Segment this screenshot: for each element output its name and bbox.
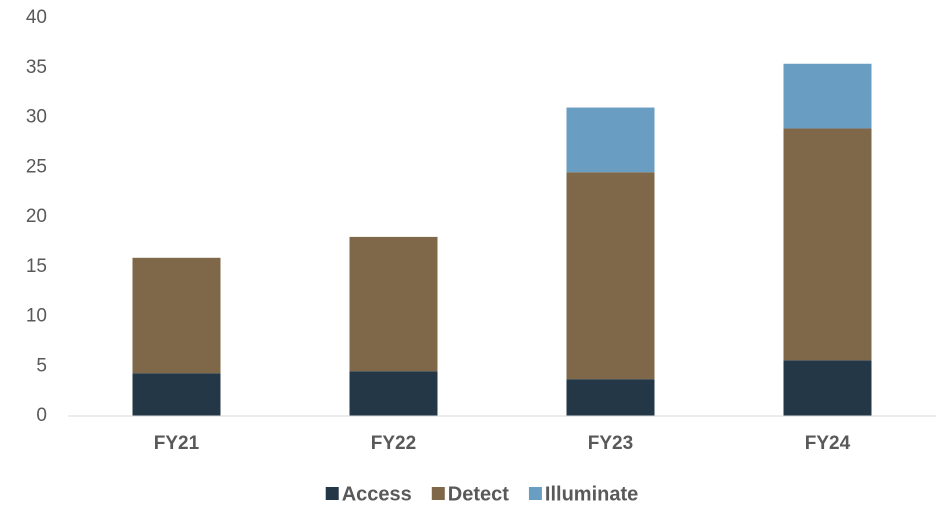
y-tick-label: 35 [26,57,47,78]
bar-segment [783,128,872,361]
y-tick-label: 10 [26,306,47,327]
x-tick-label: FY21 [154,433,200,454]
y-tick-label: 15 [26,256,47,277]
bar-segment [566,172,655,380]
bar-segment [783,360,872,416]
x-tick-label: FY23 [588,433,633,454]
y-tick-label: 20 [26,206,47,227]
legend-swatch [528,487,542,500]
bar-segment [566,379,655,416]
bar-segment [132,373,221,416]
legend-label: Illuminate [545,483,638,505]
legend-label: Detect [448,483,509,505]
bar-segment [566,107,655,173]
y-tick-label: 0 [36,405,47,426]
x-tick-label: FY24 [805,433,851,454]
y-tick-label: 30 [26,107,47,128]
y-tick-label: 25 [26,156,47,177]
legend-label: Access [342,483,412,505]
bar-segment [349,236,438,372]
x-tick-label: FY22 [371,433,416,454]
y-tick-label: 5 [36,355,47,376]
bar-segment [783,63,872,129]
bar-segment [349,371,438,416]
legend: Access Detect Illuminate [325,483,638,505]
y-tick-label: 40 [26,7,47,28]
bar-segment [132,257,221,374]
legend-swatch [325,487,339,500]
legend-swatch [431,487,445,500]
